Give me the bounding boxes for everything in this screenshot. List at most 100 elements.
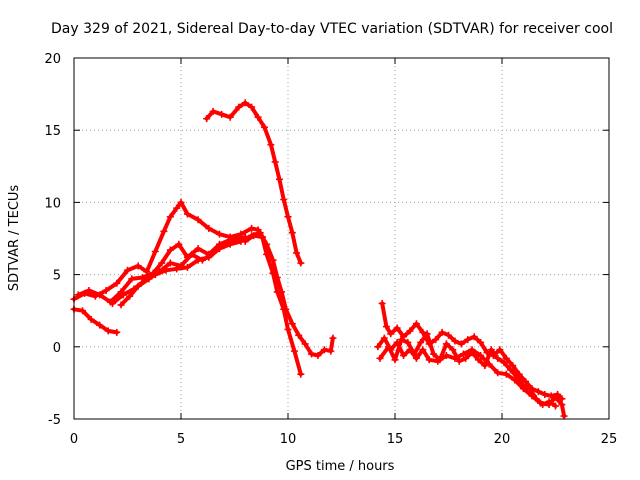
data-point xyxy=(502,354,510,362)
data-point xyxy=(481,362,489,370)
data-point xyxy=(109,299,117,307)
data-point xyxy=(464,336,472,344)
data-point xyxy=(177,262,185,270)
data-point xyxy=(327,347,335,355)
data-point xyxy=(280,196,288,204)
data-point xyxy=(256,229,264,237)
data-point xyxy=(438,328,446,336)
x-tick-label: 5 xyxy=(177,432,185,447)
data-point xyxy=(391,356,399,364)
series-track-b xyxy=(70,305,121,336)
data-point xyxy=(387,330,395,338)
data-point xyxy=(547,392,555,400)
data-point xyxy=(267,141,275,149)
data-point xyxy=(231,236,238,244)
data-point xyxy=(278,288,286,296)
y-tick-label: 0 xyxy=(53,341,61,356)
data-point xyxy=(412,320,420,328)
data-point xyxy=(248,224,256,232)
data-point xyxy=(254,113,262,121)
x-tick-label: 0 xyxy=(70,432,78,447)
data-point xyxy=(457,340,465,348)
series-line xyxy=(110,230,335,358)
data-point xyxy=(79,307,87,315)
data-point xyxy=(134,282,142,290)
data-point xyxy=(374,343,382,351)
series-track-e xyxy=(117,233,249,309)
data-point xyxy=(177,198,185,206)
data-point xyxy=(104,327,112,335)
data-point xyxy=(282,305,290,313)
data-point xyxy=(124,266,131,274)
data-point xyxy=(271,158,279,166)
tick-layer: 0 5 10 15 20 25 -5 0 5 10 15 20 xyxy=(44,52,617,447)
data-point xyxy=(194,216,202,224)
data-point xyxy=(462,354,470,362)
grid-layer xyxy=(74,58,609,419)
data-point xyxy=(175,240,183,248)
data-point xyxy=(477,351,485,359)
data-point xyxy=(226,113,234,121)
x-tick-label: 25 xyxy=(601,432,618,447)
data-point xyxy=(449,346,457,354)
data-point xyxy=(419,328,427,336)
data-point xyxy=(241,233,249,241)
data-point xyxy=(288,320,296,328)
data-point xyxy=(263,240,271,248)
data-point xyxy=(496,346,504,354)
data-point xyxy=(425,356,433,364)
data-point xyxy=(445,331,452,339)
data-point xyxy=(269,256,277,264)
y-axis-label: SDTVAR / TECUs xyxy=(7,185,22,292)
data-point xyxy=(385,343,393,351)
data-point xyxy=(248,103,256,111)
data-point xyxy=(534,388,542,396)
data-point xyxy=(145,275,153,283)
data-point xyxy=(552,393,559,401)
data-point xyxy=(404,338,412,346)
data-point xyxy=(288,229,296,237)
data-point xyxy=(539,401,547,409)
data-point xyxy=(293,249,301,257)
data-point xyxy=(216,230,224,238)
data-point xyxy=(188,250,196,258)
data-point xyxy=(494,354,502,362)
data-point xyxy=(419,346,427,354)
data-point xyxy=(209,107,217,115)
data-point xyxy=(552,402,559,410)
data-point xyxy=(560,412,568,420)
data-point xyxy=(248,232,256,240)
data-point xyxy=(470,333,478,341)
x-tick-label: 10 xyxy=(280,432,297,447)
data-point xyxy=(393,324,401,332)
series-line xyxy=(72,307,119,335)
data-point xyxy=(487,346,495,354)
data-point xyxy=(218,110,226,118)
data-point xyxy=(209,249,217,257)
series-track-a xyxy=(70,198,305,378)
data-point xyxy=(468,349,476,357)
data-point xyxy=(509,362,517,370)
y-tick-label: 10 xyxy=(44,196,61,211)
series-track-f xyxy=(203,99,305,267)
data-point xyxy=(513,373,521,381)
data-point xyxy=(382,323,390,331)
data-point xyxy=(500,359,508,367)
plot-frame xyxy=(73,57,610,420)
data-point xyxy=(502,370,510,378)
data-point xyxy=(117,301,125,309)
data-point xyxy=(519,382,527,390)
data-point xyxy=(442,351,450,359)
series-track-i xyxy=(376,330,559,410)
y-tick-label: -5 xyxy=(48,413,61,428)
data-point xyxy=(558,401,566,409)
data-point xyxy=(205,224,213,232)
series-line xyxy=(378,331,558,408)
data-point xyxy=(119,291,127,299)
data-point xyxy=(432,336,440,344)
x-axis-label: GPS time / hours xyxy=(286,459,395,474)
y-tick-label: 5 xyxy=(53,269,61,284)
data-point xyxy=(284,325,292,333)
data-point xyxy=(436,356,444,364)
